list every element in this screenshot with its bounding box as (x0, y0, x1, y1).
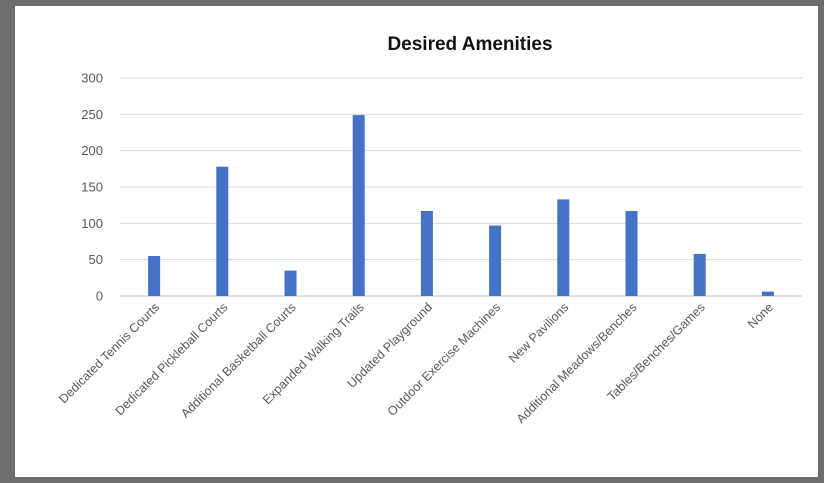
bar (284, 270, 297, 296)
y-tick-label: 300 (81, 71, 103, 86)
y-tick-label: 150 (81, 180, 103, 195)
bars (148, 115, 774, 296)
x-tick-label: New Pavilions (506, 300, 571, 365)
bar (557, 199, 570, 296)
y-tick-label: 250 (81, 107, 103, 122)
bar (489, 225, 502, 296)
y-tick-label: 0 (96, 289, 103, 304)
y-tick-label: 50 (89, 252, 103, 267)
bar (420, 211, 433, 296)
y-axis-tick-labels: 0 50 100 150 200 250 300 (81, 71, 103, 304)
y-tick-label: 200 (81, 143, 103, 158)
x-tick-label: Additional Meadows/Benches (514, 300, 640, 426)
gridlines (120, 77, 802, 297)
x-tick-label: Additional Basketball Courts (178, 300, 298, 420)
bar (761, 291, 774, 296)
x-tick-label: None (745, 300, 776, 331)
chart-title: Desired Amenities (387, 34, 552, 55)
y-tick-label: 100 (81, 216, 103, 231)
bar (216, 166, 229, 296)
x-tick-label: Dedicated Pickleball Courts (112, 300, 230, 418)
bar (148, 256, 161, 296)
bar (693, 253, 706, 296)
bar (352, 115, 365, 296)
x-tick-label: Outdoor Exercise Machines (385, 300, 503, 418)
bar (625, 211, 638, 296)
